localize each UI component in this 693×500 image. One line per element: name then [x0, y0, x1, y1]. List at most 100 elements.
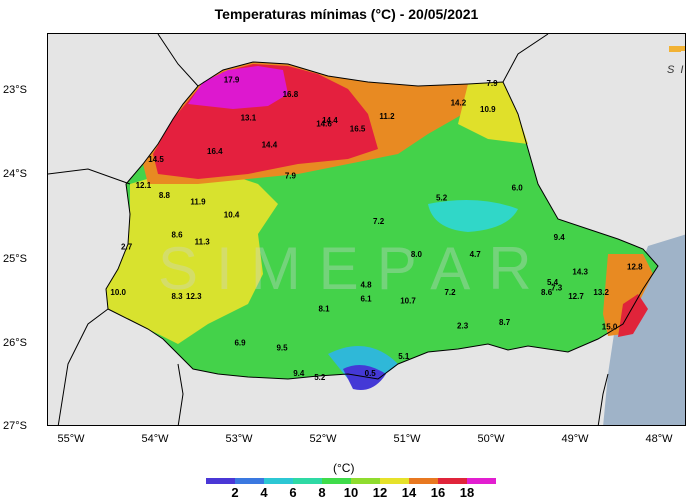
border-line [57, 308, 109, 425]
zone-10-12-north [458, 82, 528, 144]
colorbar-tick-label: 14 [401, 485, 417, 500]
logo-text: SIMEPAR [667, 64, 685, 76]
station-value: 8.7 [499, 318, 511, 327]
station-value: 4.7 [470, 250, 482, 259]
zone-14-16-coast [603, 254, 653, 336]
station-value: 5.2 [436, 194, 448, 203]
map-title: Temperaturas mínimas (°C) - 20/05/2021 [214, 6, 479, 22]
watermark-text: SIMEPAR [158, 235, 550, 302]
station-value: 0.5 [365, 369, 377, 378]
colorbar-swatch [351, 478, 380, 484]
station-value: 7.9 [285, 172, 297, 181]
colorbar-swatch [206, 478, 235, 484]
x-tick-label: 54°W [141, 433, 169, 445]
x-tick-label: 49°W [561, 433, 589, 445]
station-value: 6.1 [360, 295, 372, 304]
station-value: 10.9 [480, 105, 496, 114]
colorbar-tick-label: 6 [289, 485, 297, 500]
station-value: 7.2 [444, 288, 456, 297]
station-value: 16.4 [207, 147, 223, 156]
y-tick-label: 24°S [3, 168, 27, 180]
map-frame: SIMEPAR 17.9 16.8 13.1 14.6 14.4 16.5 11.2 14.2… [47, 33, 686, 426]
station-value: 7.2 [373, 217, 385, 226]
border-line [157, 34, 199, 87]
station-value: 7.9 [486, 79, 498, 88]
colorbar-swatch [235, 478, 264, 484]
station-value: 11.3 [195, 237, 211, 246]
x-tick-label: 53°W [225, 433, 253, 445]
x-tick-label: 55°W [57, 433, 85, 445]
station-value: 6.9 [234, 338, 246, 347]
y-tick-label: 27°S [3, 420, 27, 432]
x-tick-label: 48°W [645, 433, 673, 445]
simepar-logo-icon [669, 46, 685, 52]
x-tick-label: 51°W [393, 433, 421, 445]
parana-outline [105, 61, 659, 380]
colorbar-unit: (°C) [333, 461, 355, 475]
border-line [597, 373, 609, 425]
station-value: 8.3 [171, 292, 183, 301]
station-value: 14.5 [148, 155, 164, 164]
station-value: 14.4 [322, 116, 338, 125]
station-value: 15.0 [602, 322, 618, 331]
colorbar-tick-label: 2 [231, 485, 239, 500]
zone-16-18-coast [618, 294, 648, 337]
station-value: 8.6 [541, 288, 553, 297]
station-value: 12.1 [136, 181, 152, 190]
station-value: 13.2 [593, 288, 609, 297]
station-value: 17.9 [224, 76, 240, 85]
stations-layer: 17.916.813.114.614.416.511.214.210.97.91… [110, 76, 643, 382]
colorbar-swatch [293, 478, 322, 484]
station-value: 7.3 [551, 284, 563, 293]
station-value: 6.0 [512, 183, 524, 192]
colorbar [206, 478, 496, 484]
x-tick-label: 52°W [309, 433, 337, 445]
station-value: 9.4 [293, 369, 305, 378]
y-tick-label: 25°S [3, 253, 27, 265]
station-value: 11.2 [379, 112, 395, 121]
border-line [502, 34, 549, 83]
colorbar-swatch [409, 478, 438, 484]
station-value: 12.7 [568, 292, 584, 301]
station-value: 2.7 [121, 242, 133, 251]
station-value: 14.2 [451, 98, 467, 107]
y-tick-label: 23°S [3, 84, 27, 96]
colorbar-tick-label: 16 [430, 485, 446, 500]
station-value: 2.3 [457, 322, 469, 331]
border-line [177, 363, 184, 425]
station-value: 13.1 [241, 114, 257, 123]
station-value: 10.4 [224, 210, 240, 219]
station-value: 12.3 [186, 292, 202, 301]
station-value: 8.6 [171, 231, 183, 240]
station-value: 11.9 [190, 198, 206, 207]
colorbar-swatch [438, 478, 467, 484]
station-value: 9.4 [554, 233, 566, 242]
station-value: 14.4 [262, 140, 278, 149]
station-value: 5.2 [314, 373, 326, 382]
ocean-area [603, 234, 685, 425]
colorbar-swatch [264, 478, 293, 484]
zone-16-18 [188, 66, 288, 109]
border-line [48, 168, 131, 185]
station-value: 8.1 [318, 305, 330, 314]
station-value: 10.7 [400, 296, 416, 305]
zone-2-4 [343, 365, 386, 390]
station-value: 5.1 [398, 352, 410, 361]
station-value: 16.5 [350, 124, 366, 133]
y-tick-label: 26°S [3, 337, 27, 349]
temperature-map: SIMEPAR 17.916.813.114.614.416.511.214.2… [48, 34, 685, 425]
colorbar-tick-label: 18 [459, 485, 475, 500]
colorbar-tick-label: 12 [372, 485, 388, 500]
station-value: 14.6 [316, 119, 332, 128]
station-value: 8.8 [159, 191, 171, 200]
station-value: 14.3 [572, 268, 588, 277]
station-value: 5.4 [547, 278, 559, 287]
zone-10-12 [106, 164, 278, 344]
station-value: 9.5 [276, 344, 288, 353]
colorbar-tick-label: 10 [343, 485, 359, 500]
zone-4-6 [428, 200, 518, 232]
colorbar-swatch [467, 478, 496, 484]
station-value: 4.8 [360, 280, 372, 289]
station-value: 8.0 [411, 250, 423, 259]
colorbar-swatch [322, 478, 351, 484]
